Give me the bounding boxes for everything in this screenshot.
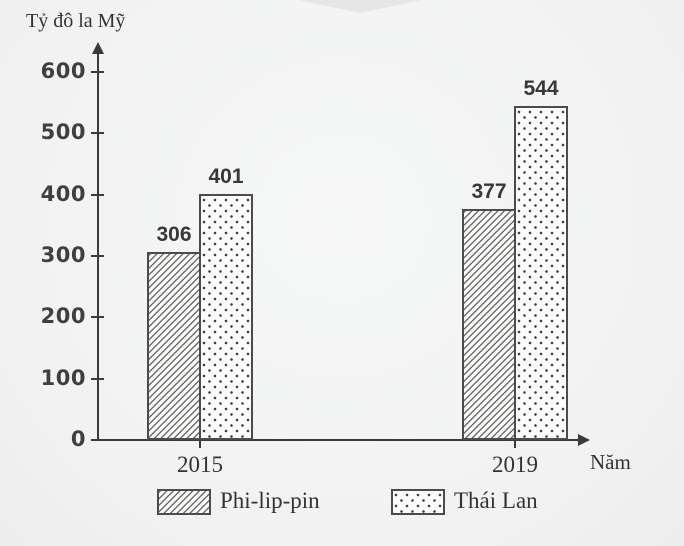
- y-tick-mark: [91, 439, 104, 441]
- legend-swatch-philippines-hatch: [157, 489, 211, 515]
- y-tick-label: 200: [40, 304, 86, 329]
- x-axis-arrow-icon: [578, 434, 590, 446]
- y-tick-label: 0: [70, 427, 86, 451]
- y-tick-mark: [91, 132, 104, 135]
- bar-hatch-2019: [462, 208, 516, 440]
- bar-value-label: 377: [471, 179, 507, 203]
- y-tick-mark: [91, 316, 104, 319]
- bar-hatch-2015: [147, 252, 201, 440]
- bar-dots-2019: [514, 106, 568, 440]
- y-axis-label: Tỷ đô la Mỹ: [26, 10, 126, 32]
- y-tick-label: 600: [40, 59, 86, 83]
- y-tick-label: 300: [40, 243, 86, 267]
- legend-swatch-thailand-dots: [391, 489, 445, 515]
- x-tick-mark: [514, 440, 516, 448]
- x-axis-label: Năm: [590, 450, 631, 474]
- y-tick-mark: [91, 255, 104, 257]
- legend-label-thailand: Thái Lan: [454, 488, 538, 513]
- legend-item-thailand: Thái Lan: [391, 488, 538, 515]
- bar-value-label: 401: [208, 165, 244, 189]
- bar-value-label: 306: [156, 223, 192, 247]
- bar-value-label: 544: [523, 77, 559, 101]
- legend-label-philippines: Phi-lip-pin: [220, 488, 320, 513]
- y-tick-mark: [91, 377, 104, 380]
- category-label: 2015: [177, 452, 223, 477]
- legend-item-philippines: Phi-lip-pin: [157, 488, 320, 515]
- y-tick-label: 500: [40, 120, 86, 145]
- y-tick-label: 400: [40, 181, 86, 206]
- x-tick-mark: [199, 440, 201, 448]
- category-label: 2019: [492, 452, 538, 477]
- bar-dots-2015: [199, 194, 253, 440]
- y-axis-line: [97, 50, 99, 440]
- y-tick-mark: [91, 71, 104, 73]
- y-tick-label: 100: [40, 365, 86, 390]
- y-tick-mark: [91, 193, 104, 196]
- x-axis-line: [97, 439, 580, 441]
- y-axis-arrow-icon: [92, 42, 104, 54]
- scan-artifact: [298, 0, 422, 13]
